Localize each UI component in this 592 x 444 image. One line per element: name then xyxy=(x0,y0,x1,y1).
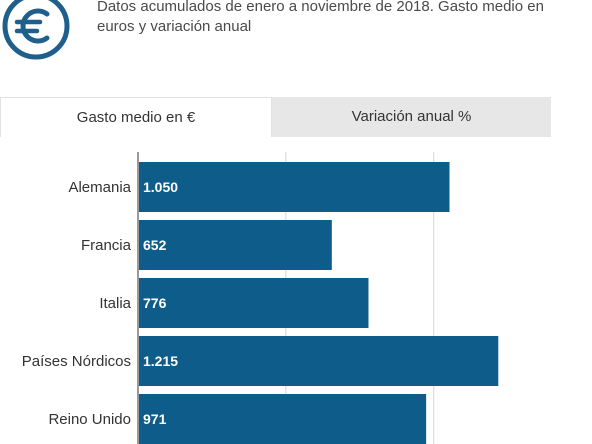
bar-3 xyxy=(139,336,499,386)
tab-bar: Gasto medio en € Variación anual % xyxy=(0,97,551,137)
category-label: Italia xyxy=(99,295,131,312)
tab-variacion-anual[interactable]: Variación anual % xyxy=(272,97,551,137)
tab-gasto-medio[interactable]: Gasto medio en € xyxy=(0,97,272,137)
value-label: 1.215 xyxy=(143,353,178,369)
value-label: 652 xyxy=(143,237,167,253)
value-label: 971 xyxy=(143,411,167,427)
category-label: Países Nórdicos xyxy=(22,353,131,370)
value-label: 1.050 xyxy=(143,179,178,195)
bar-1 xyxy=(139,220,332,270)
category-label: Reino Unido xyxy=(48,411,131,428)
bar-chart: Alemania 1.050 Francia 652 Italia 776 Países N… xyxy=(22,152,499,444)
bar-4 xyxy=(139,394,427,444)
bar-2 xyxy=(139,278,369,328)
category-label: Francia xyxy=(81,237,132,254)
chart-subtitle: Datos acumulados de enero a noviembre de… xyxy=(97,0,544,35)
category-label: Alemania xyxy=(68,179,131,196)
value-label: 776 xyxy=(143,295,167,311)
euro-icon xyxy=(2,0,70,60)
bar-0 xyxy=(139,162,450,212)
